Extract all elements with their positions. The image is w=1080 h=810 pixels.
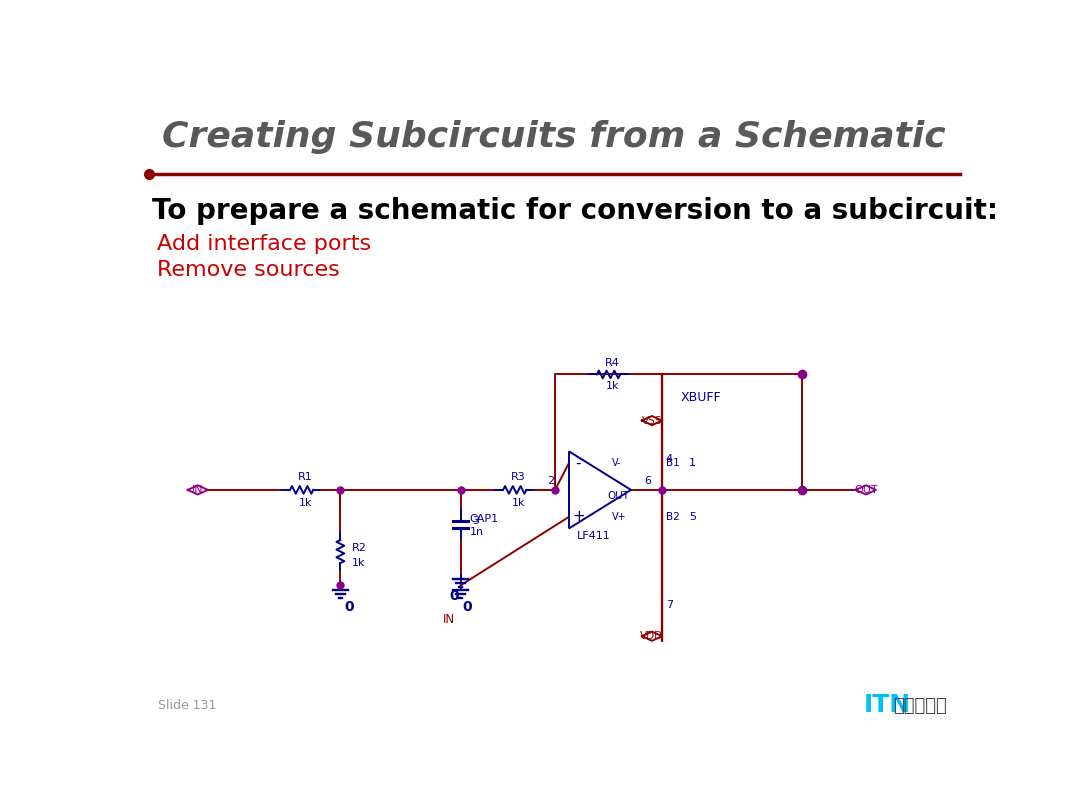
Text: 1k: 1k bbox=[299, 498, 312, 508]
Text: V-: V- bbox=[611, 458, 621, 468]
Text: 0: 0 bbox=[345, 600, 354, 614]
Text: To prepare a schematic for conversion to a subcircuit:: To prepare a schematic for conversion to… bbox=[152, 197, 998, 225]
Text: R1: R1 bbox=[298, 471, 313, 482]
Text: +: + bbox=[572, 509, 584, 524]
Text: 3: 3 bbox=[472, 516, 480, 526]
Text: 5: 5 bbox=[689, 512, 697, 522]
Text: IN: IN bbox=[192, 485, 204, 495]
Text: 2: 2 bbox=[548, 475, 555, 486]
Text: 4: 4 bbox=[666, 454, 673, 464]
Text: IN: IN bbox=[443, 612, 455, 626]
Text: 1: 1 bbox=[689, 458, 697, 468]
Text: 0: 0 bbox=[462, 600, 472, 614]
Text: 7: 7 bbox=[666, 600, 673, 611]
Text: OUT: OUT bbox=[854, 485, 878, 495]
Text: XBUFF: XBUFF bbox=[680, 391, 721, 404]
Text: Creating Subcircuits from a Schematic: Creating Subcircuits from a Schematic bbox=[162, 120, 945, 154]
Text: 1n: 1n bbox=[470, 527, 484, 537]
Text: ITN: ITN bbox=[864, 693, 910, 718]
Text: Slide 131: Slide 131 bbox=[159, 699, 217, 712]
Text: 0: 0 bbox=[449, 589, 459, 603]
Text: Add interface ports: Add interface ports bbox=[157, 233, 370, 254]
Text: V+: V+ bbox=[611, 512, 626, 522]
Text: OUT: OUT bbox=[608, 491, 630, 501]
Text: 1k: 1k bbox=[512, 498, 525, 508]
Text: 1k: 1k bbox=[352, 558, 365, 568]
Text: R2: R2 bbox=[352, 543, 367, 552]
Text: -: - bbox=[576, 455, 581, 471]
Text: R4: R4 bbox=[605, 358, 620, 368]
Text: B2: B2 bbox=[666, 512, 679, 522]
Text: ㈜아이티앤: ㈜아이티앤 bbox=[893, 697, 947, 714]
Text: B1: B1 bbox=[666, 458, 679, 468]
Text: Remove sources: Remove sources bbox=[157, 261, 339, 280]
Text: 1k: 1k bbox=[606, 381, 619, 391]
Text: VDD: VDD bbox=[640, 631, 663, 642]
Text: CAP1: CAP1 bbox=[470, 514, 499, 524]
Text: LF411: LF411 bbox=[577, 531, 610, 541]
Text: R3: R3 bbox=[511, 471, 526, 482]
Text: 6: 6 bbox=[645, 475, 651, 486]
Text: VSS: VSS bbox=[642, 416, 662, 425]
